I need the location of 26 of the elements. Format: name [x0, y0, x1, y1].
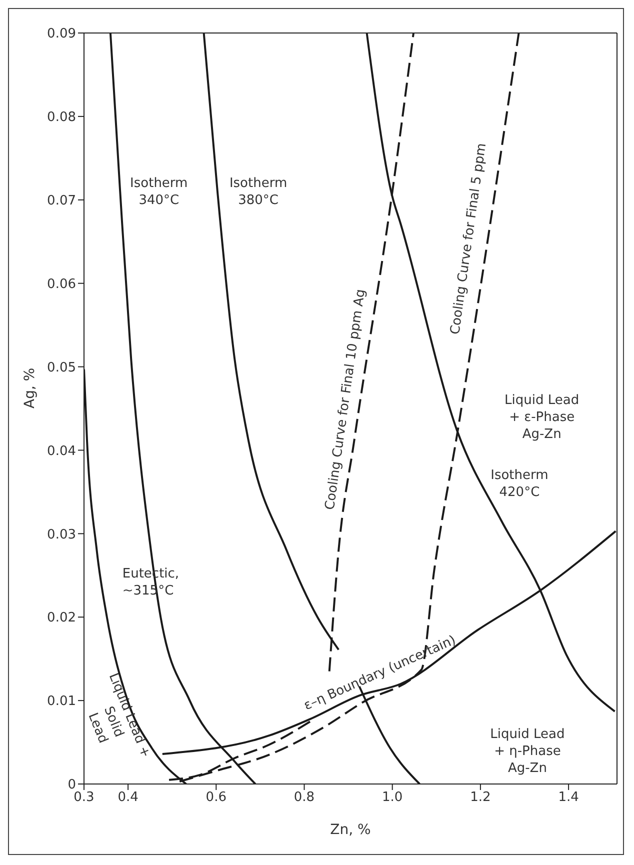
x-tick-label: 1.4	[558, 790, 579, 806]
annotation: Isotherm 380°C	[229, 176, 288, 208]
annotation: Cooling Curve for Final 10 ppm Ag	[322, 288, 368, 511]
y-tick-label: 0.03	[47, 527, 76, 542]
x-tick-label: 1.0	[382, 790, 403, 806]
y-tick-label: 0.02	[47, 610, 76, 626]
x-tick-label: 1.2	[470, 790, 491, 806]
y-tick-label: 0.06	[47, 276, 76, 292]
y-tick-label: 0.08	[47, 110, 76, 126]
x-tick-label: 0.8	[294, 790, 315, 806]
y-axis-title: Ag, %	[22, 368, 38, 408]
y-tick-label: 0.05	[47, 360, 76, 376]
y-tick-label: 0.09	[47, 26, 76, 42]
annotation: Isotherm 420°C	[490, 468, 548, 500]
x-tick-label: 0.6	[206, 790, 226, 806]
annotation: Isotherm 340°C	[130, 176, 188, 208]
annotation: Liquid Lead + η-Phase Ag-Zn	[490, 726, 565, 776]
y-tick-label: 0	[68, 778, 76, 793]
x-tick-label: 0.4	[118, 790, 138, 806]
annotation: Cooling Curve for Final 5 ppm	[447, 142, 490, 336]
annotation: Liquid Lead + ε-Phase Ag-Zn	[504, 392, 580, 442]
y-tick-label: 0.07	[47, 194, 76, 209]
y-tick-label: 0.04	[47, 444, 76, 459]
x-tick-label: 0.3	[74, 790, 94, 806]
x-axis-title: Zn, %	[330, 822, 371, 838]
y-tick-label: 0.01	[47, 694, 76, 710]
